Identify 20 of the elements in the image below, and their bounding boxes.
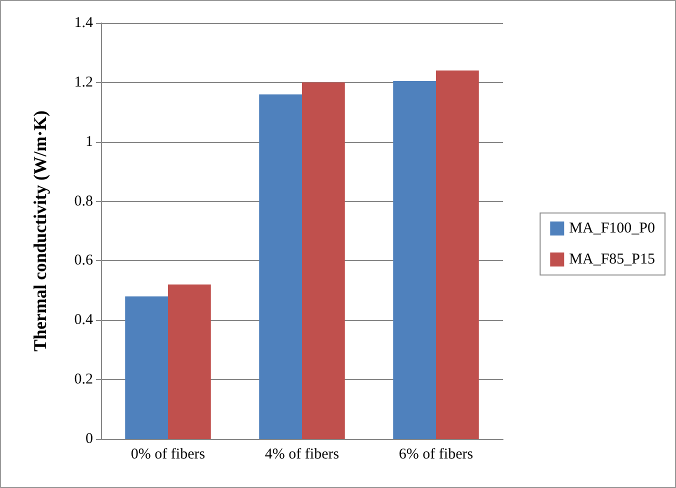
bar: [302, 82, 345, 439]
x-tick-label: 6% of fibers: [398, 446, 474, 462]
legend-label: MA_F100_P0: [569, 220, 656, 236]
x-tick-label: 4% of fibers: [264, 446, 340, 462]
y-tick-label: 0.8: [74, 193, 93, 210]
y-tick-label: 1.2: [74, 74, 93, 90]
bar: [168, 284, 211, 439]
bar: [259, 94, 302, 439]
bar: [436, 70, 479, 439]
legend-label: MA_F85_P15: [569, 252, 656, 268]
y-tick-label: 0.4: [74, 312, 94, 328]
bar: [125, 296, 168, 439]
y-axis-title: Thermal conductivity (W/m·K): [30, 110, 50, 352]
y-tick-label: 1: [86, 134, 93, 150]
y-tick-label: 1.4: [74, 15, 94, 31]
y-tick-label: 0.2: [74, 372, 93, 388]
x-tick-label: 0% of fibers: [130, 446, 206, 462]
bar: [393, 80, 436, 439]
y-tick-label: 0.6: [74, 252, 94, 269]
y-tick-label: 0: [86, 431, 93, 447]
